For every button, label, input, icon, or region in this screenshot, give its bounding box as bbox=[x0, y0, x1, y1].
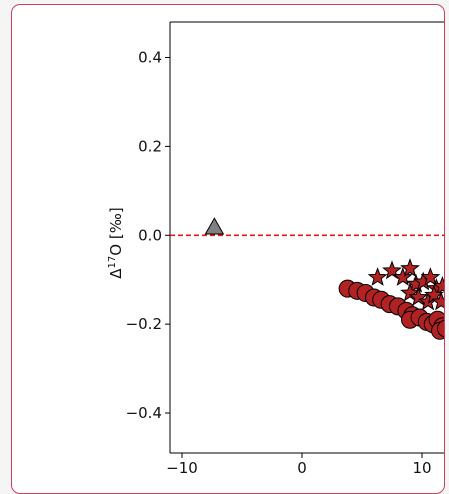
y-tick-label: 0.0 bbox=[138, 226, 162, 244]
star-marker bbox=[382, 260, 402, 280]
x-tick-label: −10 bbox=[166, 459, 198, 477]
y-axis-label-rest: O [‰] bbox=[107, 207, 125, 255]
star-marker bbox=[432, 275, 444, 295]
star-marker bbox=[367, 267, 388, 286]
x-tick-label: 0 bbox=[297, 459, 307, 477]
y-axis-label-delta: Δ bbox=[107, 268, 125, 279]
y-axis-label-superscript: 17 bbox=[107, 256, 118, 269]
x-tick-label: 10 bbox=[412, 459, 431, 477]
y-tick-label: 0.2 bbox=[138, 137, 162, 155]
chart-card: 0.4 0.2 0.0 −0.2 −0.4 −10 0 10 Δ17O [‰] bbox=[11, 4, 445, 494]
y-tick-label: −0.4 bbox=[126, 404, 162, 422]
star-marker bbox=[392, 267, 413, 286]
marker-layer bbox=[204, 217, 444, 340]
scatter-plot: 0.4 0.2 0.0 −0.2 −0.4 −10 0 10 Δ17O [‰] bbox=[107, 21, 444, 477]
star-marker bbox=[400, 258, 420, 278]
y-tick-label: 0.4 bbox=[138, 49, 162, 67]
star-marker bbox=[400, 282, 420, 302]
y-tick-label: −0.2 bbox=[126, 315, 162, 333]
y-axis-label: Δ17O [‰] bbox=[107, 207, 125, 278]
star-marker bbox=[420, 267, 441, 286]
circle-marker bbox=[437, 319, 444, 338]
triangle-marker bbox=[204, 217, 225, 235]
star-marker bbox=[431, 291, 444, 311]
star-marker bbox=[408, 287, 429, 306]
